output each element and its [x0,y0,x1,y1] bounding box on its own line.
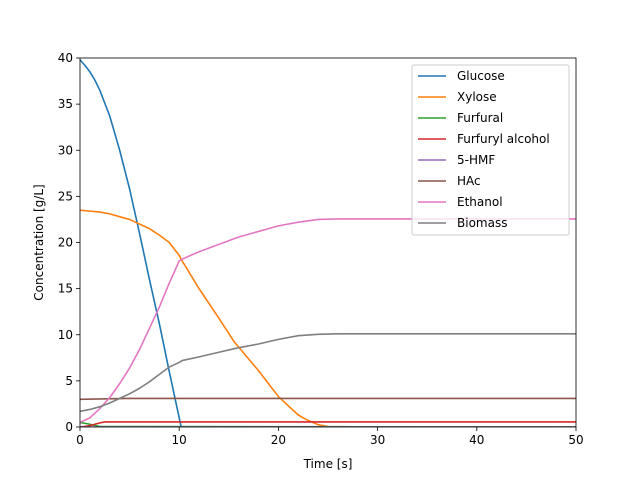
y-tick-label: 35 [58,97,73,111]
legend-label-furfuryl-alcohol: Furfuryl alcohol [457,132,550,146]
legend-label-furfural: Furfural [457,111,503,125]
x-axis-ticks: 0 10 20 30 40 50 [76,427,584,447]
series-line-furfuryl-alcohol [80,421,576,427]
x-tick-label: 50 [568,433,583,447]
y-tick-label: 15 [58,282,73,296]
y-axis-ticks: 0 5 10 15 20 25 30 35 40 [58,51,80,434]
series-line-glucose [80,58,182,427]
x-tick-label: 40 [469,433,484,447]
legend-label-biomass: Biomass [457,216,507,230]
x-tick-label: 10 [172,433,187,447]
y-axis-label: Concentration [g/L] [32,184,46,300]
y-tick-label: 30 [58,143,73,157]
x-tick-label: 20 [271,433,286,447]
legend-box [411,64,570,236]
legend: Glucose Xylose Furfural Furfuryl alcohol 5-H… [411,64,570,236]
series-line-xylose [80,209,576,427]
legend-label-ethanol: Ethanol [457,195,503,209]
x-axis-label: Time [s] [303,457,353,471]
legend-label-5-hmf: 5-HMF [457,153,495,167]
x-tick-label: 0 [76,433,84,447]
series-line-biomass [80,333,576,413]
legend-label-hac: HAc [457,174,481,188]
y-tick-label: 0 [65,420,73,434]
series-layer [80,58,576,427]
y-tick-label: 10 [58,328,73,342]
y-tick-label: 20 [58,236,73,250]
legend-label-xylose: Xylose [457,90,497,104]
y-tick-label: 5 [65,374,73,388]
y-tick-label: 40 [58,51,73,65]
y-tick-label: 25 [58,189,73,203]
x-tick-label: 30 [370,433,385,447]
series-line-ethanol [80,218,576,424]
legend-label-glucose: Glucose [457,69,505,83]
series-line-hac [80,397,576,401]
